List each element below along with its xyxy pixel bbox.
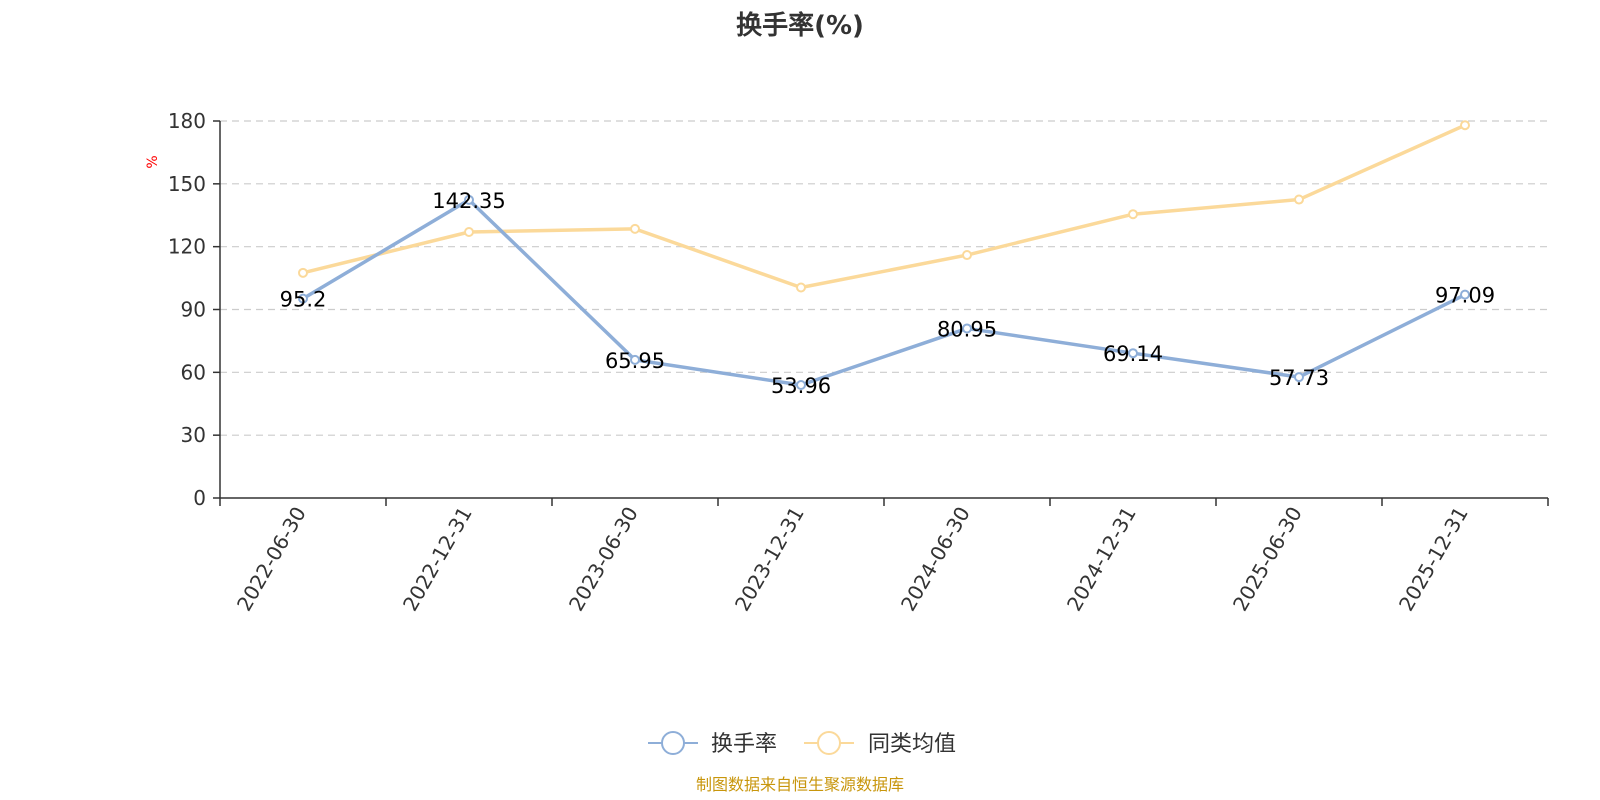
data-point [1128, 348, 1138, 359]
x-tick-label: 2024-06-30 [896, 503, 975, 616]
axes: 0 30 60 90 120 150 180 2022-06-30 2022-12-31 2023… [168, 109, 1549, 616]
data-label: 80.95 [937, 317, 997, 341]
data-point [962, 323, 972, 334]
series-lines [298, 120, 1470, 390]
y-tick-label: 180 [168, 109, 206, 133]
legend-label: 换手率 [711, 732, 777, 757]
x-tick-label: 2024-12-31 [1062, 503, 1141, 616]
data-label: 142.35 [432, 189, 505, 213]
x-tick-label: 2023-06-30 [564, 503, 643, 616]
data-point [796, 282, 806, 293]
x-tick-label: 2022-06-30 [232, 503, 311, 616]
series-line-1 [302, 123, 1466, 290]
data-point [1128, 209, 1138, 220]
data-point [298, 293, 308, 304]
y-tick-label: 30 [181, 423, 206, 447]
x-tick-label: 2023-12-31 [730, 503, 809, 616]
data-label: 95.2 [280, 288, 327, 312]
data-label: 53.96 [771, 374, 831, 398]
y-tick-label: 0 [193, 486, 206, 510]
y-tick-label: 60 [181, 360, 206, 384]
legend[interactable]: 换手率 同类均值 [648, 731, 956, 757]
data-point [1294, 194, 1304, 205]
y-tick-label: 120 [168, 235, 206, 259]
series-line-0 [302, 198, 1466, 387]
data-labels: 95.2 142.35 65.95 53.96 80.95 69.14 57.73 97.09 [280, 189, 1495, 398]
y-axis-unit: % [145, 155, 161, 168]
data-point [1460, 120, 1470, 131]
data-point [464, 227, 474, 238]
data-label: 57.73 [1269, 366, 1329, 390]
data-point [630, 223, 640, 234]
data-label: 69.14 [1103, 342, 1163, 366]
x-tick-label: 2025-12-31 [1394, 503, 1473, 616]
data-point [1460, 289, 1470, 300]
data-point [298, 267, 308, 278]
grid-lines [220, 120, 1548, 436]
legend-item-1[interactable]: 同类均值 [804, 731, 956, 757]
legend-marker [661, 731, 685, 755]
y-tick-label: 90 [181, 298, 206, 322]
data-label: 97.09 [1435, 284, 1495, 308]
x-tick-label: 2025-06-30 [1228, 503, 1307, 616]
legend-item-0[interactable]: 换手率 [648, 731, 777, 757]
data-point [962, 250, 972, 261]
data-point [464, 194, 474, 205]
data-label: 65.95 [605, 349, 665, 373]
chart-title: 换手率(%) [736, 10, 864, 41]
data-point [630, 354, 640, 365]
x-tick-label: 2022-12-31 [398, 503, 477, 616]
source-note: 制图数据来自恒生聚源数据库 [696, 775, 904, 794]
legend-marker [817, 731, 841, 755]
legend-label: 同类均值 [868, 732, 956, 757]
data-point [796, 379, 806, 390]
data-point [1294, 372, 1304, 383]
y-tick-label: 150 [168, 172, 206, 196]
